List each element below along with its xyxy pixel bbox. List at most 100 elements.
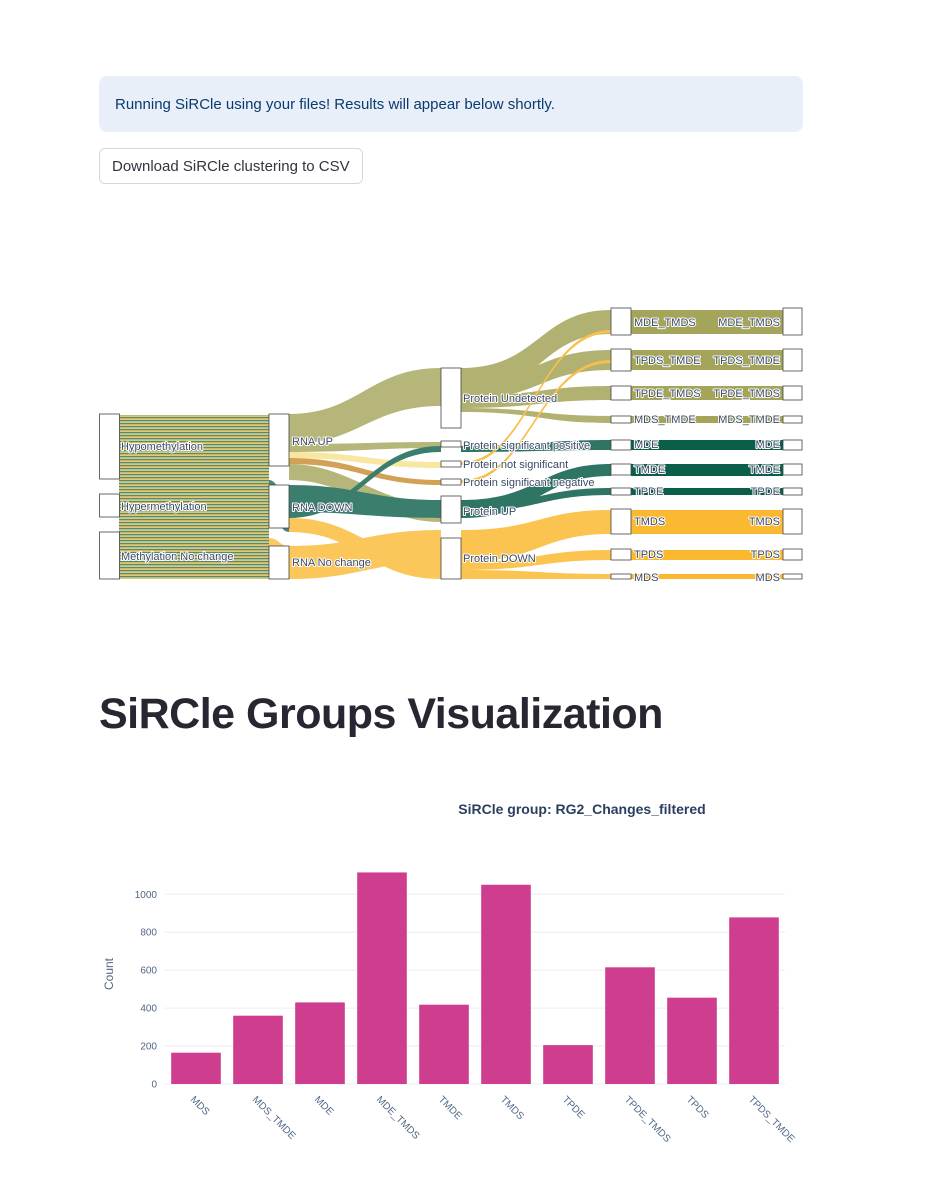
sankey-link: [461, 510, 611, 562]
sankey-node[interactable]: [440, 440, 462, 448]
chart-x-ticks: MDS MDS_TMDE MDE MDE_TMDS TMDE TMDS TPDE TPDE_T…: [188, 1094, 797, 1145]
sankey-node[interactable]: [782, 348, 803, 372]
y-tick-label: 400: [140, 1004, 157, 1015]
bar-mds-tmde[interactable]: [233, 1015, 283, 1084]
sankey-node[interactable]: [610, 348, 632, 372]
sankey-node-label: Hypermethylation: [121, 501, 207, 513]
chart-y-ticks: 0 200 400 600 800 1000: [135, 890, 158, 1091]
sankey-node[interactable]: [99, 531, 120, 580]
sankey-node-label: MDE_TMDS: [634, 317, 696, 329]
sankey-node[interactable]: [782, 463, 803, 476]
chart-title: SiRCle group: RG2_Changes_filtered: [458, 801, 705, 817]
sankey-links-protein-groups: [461, 310, 611, 579]
sankey-link: [461, 310, 611, 396]
sankey-link: [461, 550, 611, 570]
sankey-node-label: Hypomethylation: [121, 441, 203, 453]
bar-mde-tmds[interactable]: [357, 872, 407, 1084]
bar-tpde-tmds[interactable]: [605, 967, 655, 1084]
sankey-link: [631, 386, 783, 400]
sankey-node[interactable]: [268, 545, 290, 580]
bar-tmde[interactable]: [419, 1004, 469, 1084]
sankey-node-label: MDS: [756, 572, 780, 584]
sankey-node-label: MDE: [756, 439, 780, 451]
sankey-node[interactable]: [610, 463, 632, 476]
sankey-node[interactable]: [610, 415, 632, 424]
download-csv-button[interactable]: Download SiRCle clustering to CSV: [99, 148, 363, 184]
sankey-node[interactable]: [782, 573, 803, 580]
sankey-link: [631, 464, 783, 476]
sankey-node-label: Protein Undetected: [463, 393, 557, 405]
sankey-node-label: RNA UP: [292, 436, 333, 448]
sankey-node[interactable]: [99, 413, 120, 480]
sankey-node-label: TPDS: [634, 549, 663, 561]
x-tick-label: MDS_TMDE: [250, 1094, 298, 1142]
sankey-node[interactable]: [610, 548, 632, 561]
sankey-node[interactable]: [268, 413, 290, 467]
x-tick-label: TPDE_TMDS: [622, 1094, 673, 1145]
section-title: SiRCle Groups Visualization: [99, 690, 663, 738]
sankey-node[interactable]: [610, 385, 632, 401]
sankey-node-label: TPDS: [751, 549, 780, 561]
bar-tpde[interactable]: [543, 1045, 593, 1084]
bar-tpds-tmde[interactable]: [729, 917, 779, 1084]
sankey-link: [631, 488, 783, 495]
sankey-node[interactable]: [782, 487, 803, 496]
sankey-node-label: MDE: [634, 439, 658, 451]
sankey-link: [289, 446, 441, 518]
sankey-node[interactable]: [440, 537, 462, 580]
sankey-links-groups: [631, 310, 783, 579]
sankey-link: [631, 310, 783, 334]
sankey-node-label: TMDS: [749, 516, 780, 528]
sankey-node[interactable]: [440, 478, 462, 486]
sankey-node[interactable]: [440, 495, 462, 524]
sankey-link: [289, 452, 441, 468]
x-tick-label: TPDE: [560, 1094, 587, 1121]
sankey-link: [289, 530, 441, 579]
sankey-node-label: Protein DOWN: [463, 553, 536, 565]
sankey-node-label: TPDE: [634, 486, 663, 498]
sankey-node-label: MDE_TMDS: [718, 317, 780, 329]
sankey-node[interactable]: [610, 487, 632, 496]
sankey-link: [631, 550, 783, 560]
sankey-nodes: [99, 307, 803, 580]
sankey-node-label: MDS_TMDE: [718, 414, 780, 426]
sankey-link: [631, 350, 783, 370]
sankey-node[interactable]: [610, 307, 632, 336]
sankey-node-label: TPDE: [751, 486, 780, 498]
sankey-node-label: RNA No change: [292, 557, 371, 569]
bar-mde[interactable]: [295, 1002, 345, 1084]
sankey-node[interactable]: [782, 439, 803, 451]
sankey-node[interactable]: [782, 415, 803, 424]
sankey-node[interactable]: [782, 548, 803, 561]
sankey-node[interactable]: [782, 307, 803, 336]
sankey-node[interactable]: [440, 460, 462, 468]
y-axis-label: Count: [102, 957, 116, 990]
sankey-node[interactable]: [610, 508, 632, 535]
sankey-link: [119, 415, 269, 579]
sankey-link: [289, 368, 441, 444]
bar-tpds[interactable]: [667, 997, 717, 1084]
sankey-node-label: MDS_TMDE: [634, 414, 696, 426]
sankey-node[interactable]: [99, 493, 120, 518]
sankey-node[interactable]: [782, 508, 803, 535]
sankey-link: [631, 440, 783, 450]
info-alert: Running SiRCle using your files! Results…: [99, 76, 803, 132]
sankey-node[interactable]: [268, 484, 290, 529]
bar-tmds[interactable]: [481, 884, 531, 1084]
sankey-node-label: Protein UP: [463, 506, 516, 518]
sankey-node[interactable]: [440, 367, 462, 429]
sankey-link: [631, 510, 783, 534]
sankey-diagram[interactable]: Hypomethylation Hypermethylation Methyla…: [99, 300, 809, 590]
y-tick-label: 600: [140, 966, 157, 977]
sankey-link: [461, 440, 611, 452]
sankey-node-label: Protein significant positive: [463, 440, 590, 452]
x-tick-label: MDE: [312, 1094, 336, 1118]
bar-mds[interactable]: [171, 1052, 221, 1084]
bar-chart[interactable]: SiRCle group: RG2_Changes_filtered 0 200 4…: [99, 790, 809, 1160]
sankey-link: [289, 442, 441, 452]
sankey-node[interactable]: [610, 573, 632, 580]
sankey-node[interactable]: [782, 385, 803, 401]
sankey-node[interactable]: [610, 439, 632, 451]
sankey-link: [461, 570, 611, 579]
y-tick-label: 200: [140, 1042, 157, 1053]
